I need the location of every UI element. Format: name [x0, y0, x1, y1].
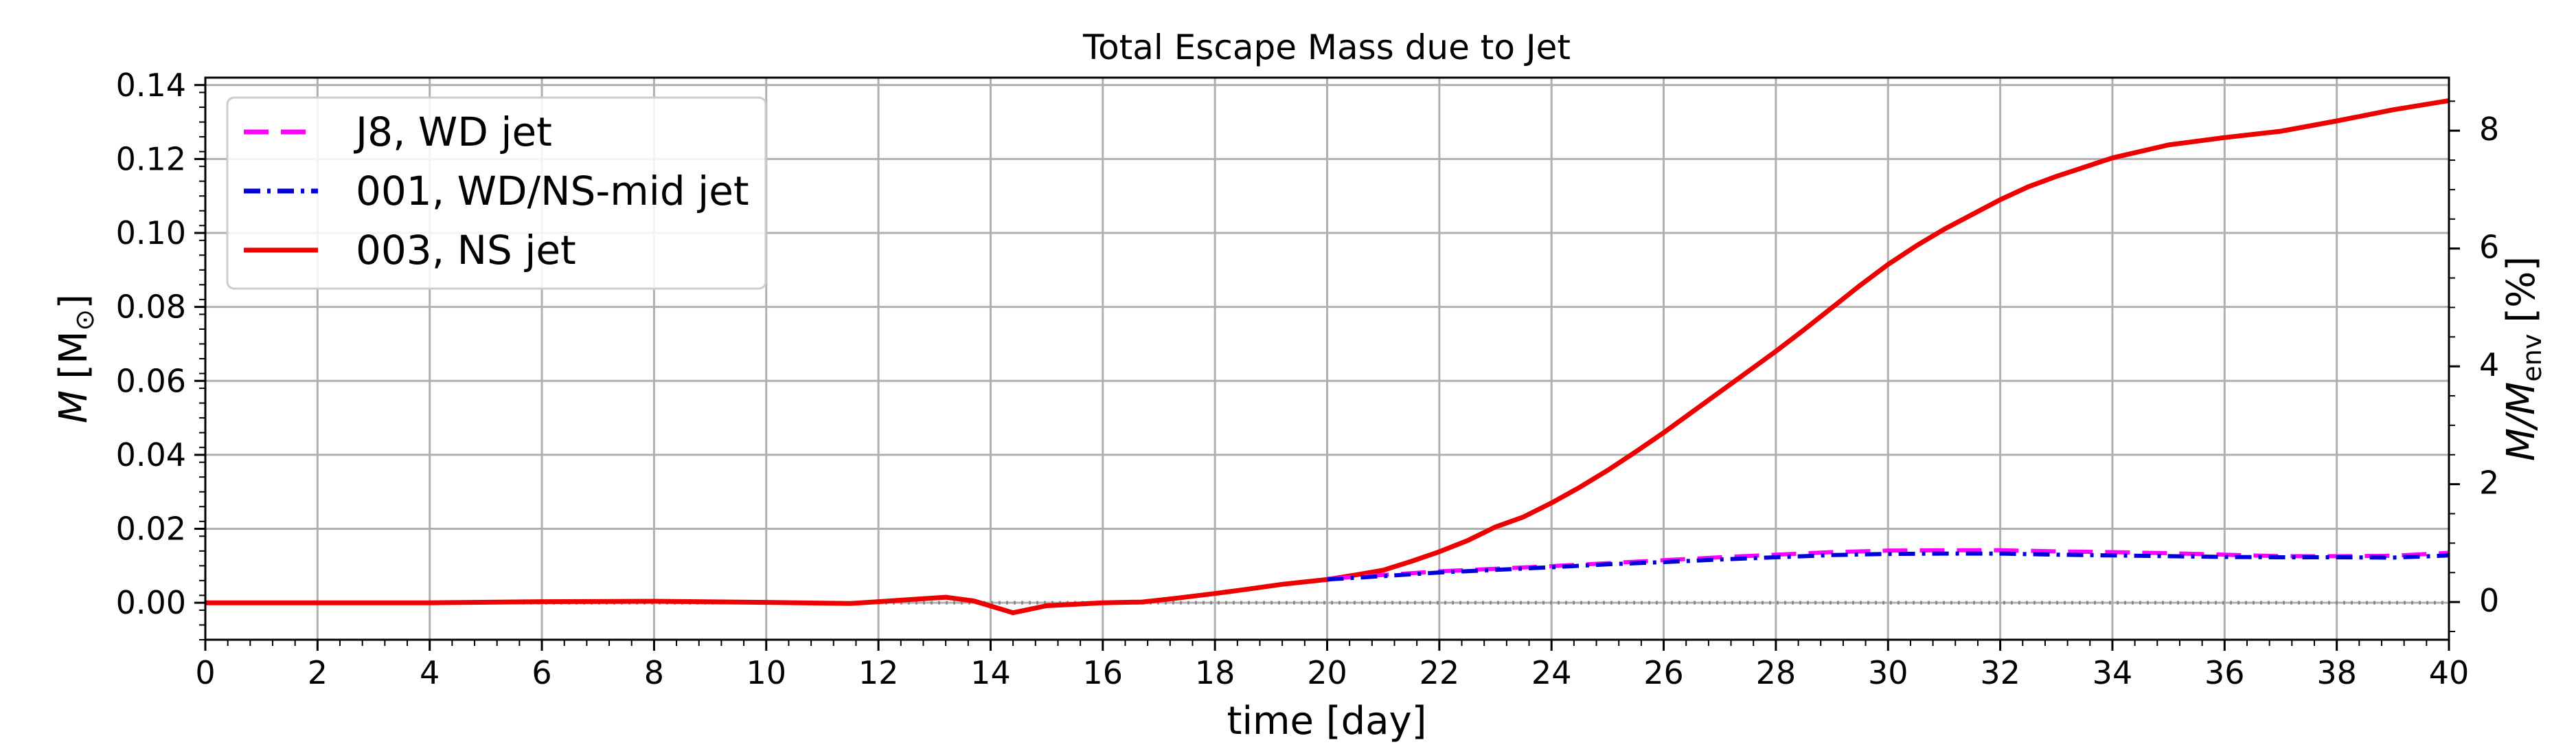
x-tick-label: 22 [1420, 654, 1460, 691]
x-tick-label: 32 [1980, 654, 2020, 691]
y2-tick-label: 2 [2479, 465, 2499, 502]
x-tick-label: 16 [1083, 654, 1124, 691]
x-axis: 0 2 4 6 8 10 12 14 16 18 20 22 24 26 28 30 32 34 36 38 40 [195, 640, 2469, 691]
y-axis: 0.00 0.02 0.04 0.06 0.08 0.10 0.12 0.14 [116, 67, 205, 640]
legend: J8, WD jet 001, WD/NS-mid jet 003, NS jet [226, 96, 767, 290]
y-axis-label-symbol: M [52, 390, 96, 423]
x-tick-label: 24 [1531, 654, 1572, 691]
x-tick-label: 4 [420, 654, 440, 691]
x-tick-label: 30 [1868, 654, 1908, 691]
y-tick-label: 0.06 [116, 362, 186, 399]
x-tick-label: 2 [308, 654, 328, 691]
x-tick-label: 8 [644, 654, 664, 691]
x-tick-label: 20 [1307, 654, 1347, 691]
y-axis-label-close: ] [52, 294, 96, 309]
chart-title: Total Escape Mass due to Jet [1082, 27, 1571, 67]
x-tick-label: 18 [1195, 654, 1235, 691]
x-tick-label: 6 [532, 654, 551, 691]
legend-box [226, 96, 767, 290]
x-tick-label: 14 [970, 654, 1011, 691]
y-tick-label: 0.04 [116, 436, 186, 473]
x-tick-label: 36 [2204, 654, 2245, 691]
y-axis-label-unit: [M [52, 331, 96, 379]
y2-axis-label-symbol: M/M [2499, 382, 2544, 462]
series-line-0 [1327, 548, 2450, 581]
y2-axis: 0 2 4 6 8 [2449, 100, 2499, 632]
y-tick-label: 0.10 [116, 214, 186, 251]
y2-axis-label: M/Menv [%] [2499, 256, 2547, 461]
x-tick-label: 0 [195, 654, 215, 691]
legend-label-1: 001, WD/NS-mid jet [356, 168, 749, 214]
y-axis-label: M [M⊙] [52, 294, 100, 423]
y2-tick-label: 4 [2479, 346, 2499, 383]
y2-axis-label-sub: env [2517, 334, 2547, 382]
x-tick-label: 12 [858, 654, 899, 691]
y-tick-label: 0.14 [116, 67, 186, 104]
series-layer [205, 98, 2450, 616]
y2-axis-label-unit: [%] [2499, 256, 2544, 323]
x-tick-label: 38 [2316, 654, 2357, 691]
y-axis-label-sub: ⊙ [69, 309, 100, 331]
x-axis-label: time [day] [1227, 699, 1426, 744]
x-tick-label: 10 [746, 654, 786, 691]
x-tick-label: 28 [1756, 654, 1797, 691]
y-tick-label: 0.12 [116, 140, 186, 177]
y-tick-label: 0.00 [116, 584, 186, 621]
x-tick-label: 26 [1643, 654, 1684, 691]
x-tick-label: 40 [2429, 654, 2470, 691]
series-line-2 [205, 98, 2450, 616]
y2-tick-label: 6 [2479, 229, 2499, 266]
y-tick-label: 0.08 [116, 289, 186, 326]
y2-tick-label: 0 [2479, 582, 2499, 619]
legend-label-2: 003, NS jet [356, 227, 576, 273]
x-tick-label: 34 [2093, 654, 2133, 691]
y-tick-label: 0.02 [116, 511, 186, 548]
y2-tick-label: 8 [2479, 111, 2499, 148]
legend-label-0: J8, WD jet [354, 109, 552, 155]
